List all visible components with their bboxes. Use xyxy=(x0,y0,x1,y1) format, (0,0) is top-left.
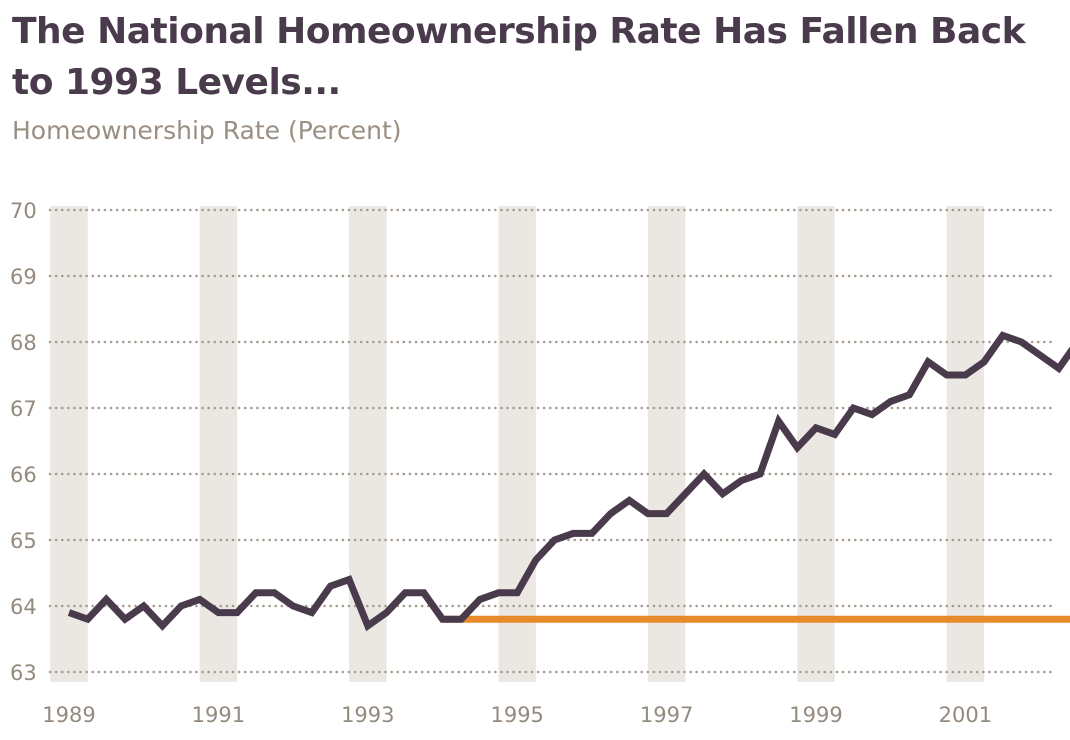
y-tick-label-69: 69 xyxy=(10,265,37,289)
y-tick-label-67: 67 xyxy=(10,397,37,421)
x-tick-label-1993: 1993 xyxy=(341,703,394,727)
x-tick-label-1991: 1991 xyxy=(192,703,245,727)
y-tick-label-64: 64 xyxy=(10,595,37,619)
x-tick-label-1989: 1989 xyxy=(42,703,95,727)
y-tick-label-70: 70 xyxy=(10,199,37,223)
year-band-1997 xyxy=(647,206,686,682)
y-axis-ticks: 63 64 65 66 67 68 69 70 xyxy=(10,199,37,685)
year-band-1995 xyxy=(498,206,536,682)
y-tick-label-63: 63 xyxy=(10,661,37,685)
year-band-1993 xyxy=(349,206,387,682)
x-tick-label-1995: 1995 xyxy=(490,703,543,727)
year-band-1989 xyxy=(50,206,88,682)
y-tick-label-65: 65 xyxy=(10,529,37,553)
x-tick-label-1997: 1997 xyxy=(640,703,693,727)
year-band-2001 xyxy=(946,206,985,682)
year-bands xyxy=(50,206,985,682)
y-axis-label: Homeownership Rate (Percent) xyxy=(12,116,402,145)
x-tick-label-1999: 1999 xyxy=(789,703,842,727)
y-tick-label-66: 66 xyxy=(10,463,37,487)
x-axis-ticks: 1989199119931995199719992001200320052007… xyxy=(42,703,992,727)
y-tick-label-68: 68 xyxy=(10,331,37,355)
chart-title: The National Homeownership Rate Has Fall… xyxy=(12,11,1026,103)
homeownership-rate-line xyxy=(67,331,1070,632)
x-tick-label-2001: 2001 xyxy=(939,703,992,727)
